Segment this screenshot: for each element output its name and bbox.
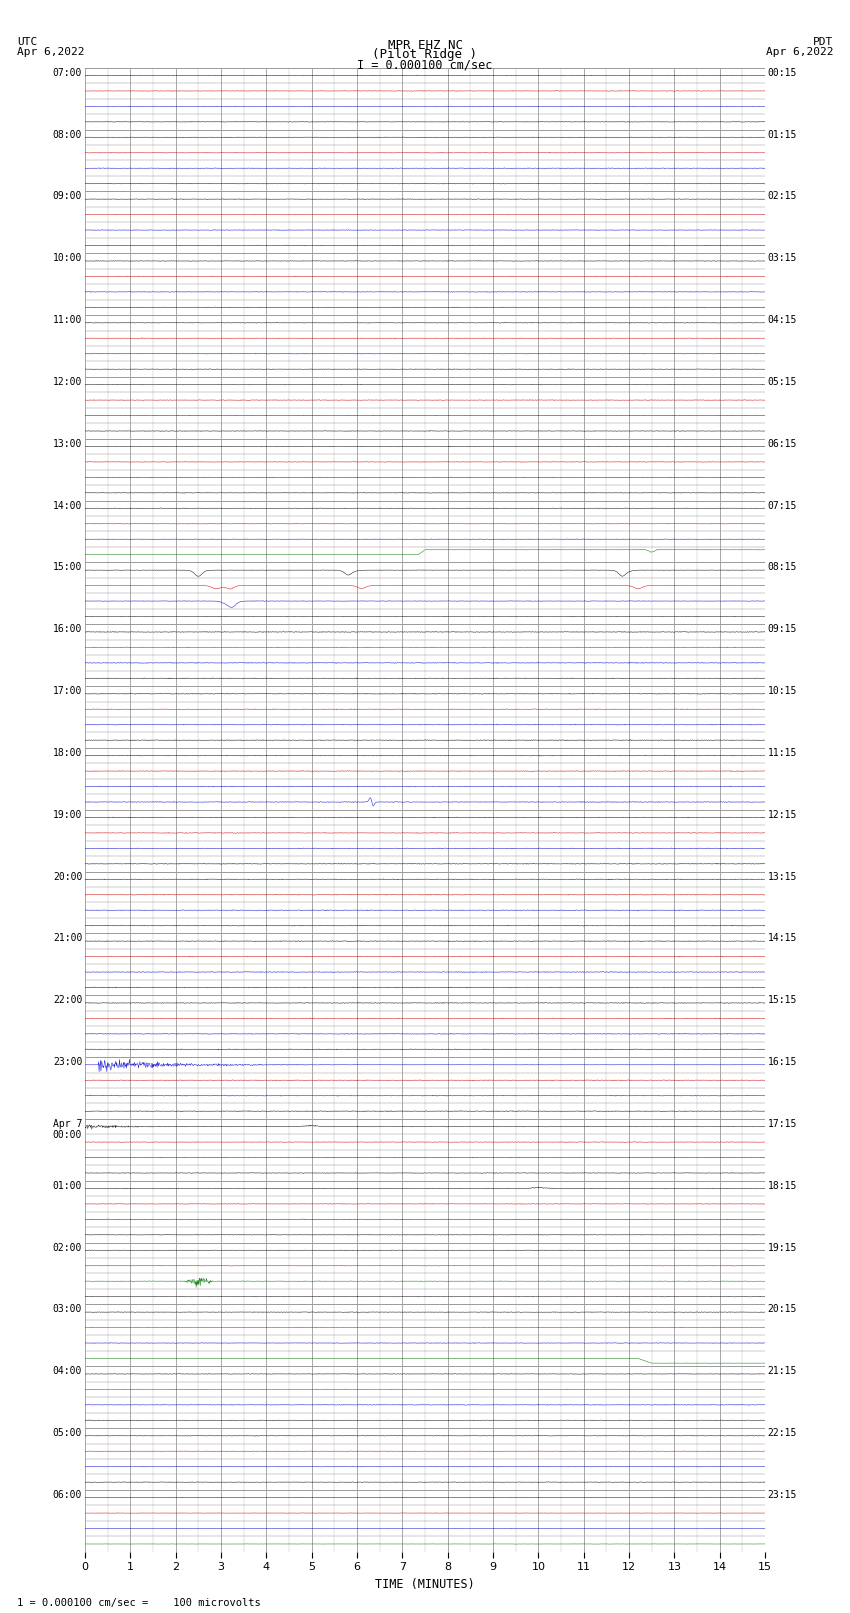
Text: Apr 6,2022: Apr 6,2022 (17, 47, 84, 56)
Text: (Pilot Ridge ): (Pilot Ridge ) (372, 48, 478, 61)
Text: 1 = 0.000100 cm/sec =    100 microvolts: 1 = 0.000100 cm/sec = 100 microvolts (17, 1598, 261, 1608)
Text: PDT: PDT (813, 37, 833, 47)
Text: UTC: UTC (17, 37, 37, 47)
Text: Apr 6,2022: Apr 6,2022 (766, 47, 833, 56)
Text: MPR EHZ NC: MPR EHZ NC (388, 39, 462, 52)
Text: I = 0.000100 cm/sec: I = 0.000100 cm/sec (357, 58, 493, 71)
X-axis label: TIME (MINUTES): TIME (MINUTES) (375, 1578, 475, 1590)
